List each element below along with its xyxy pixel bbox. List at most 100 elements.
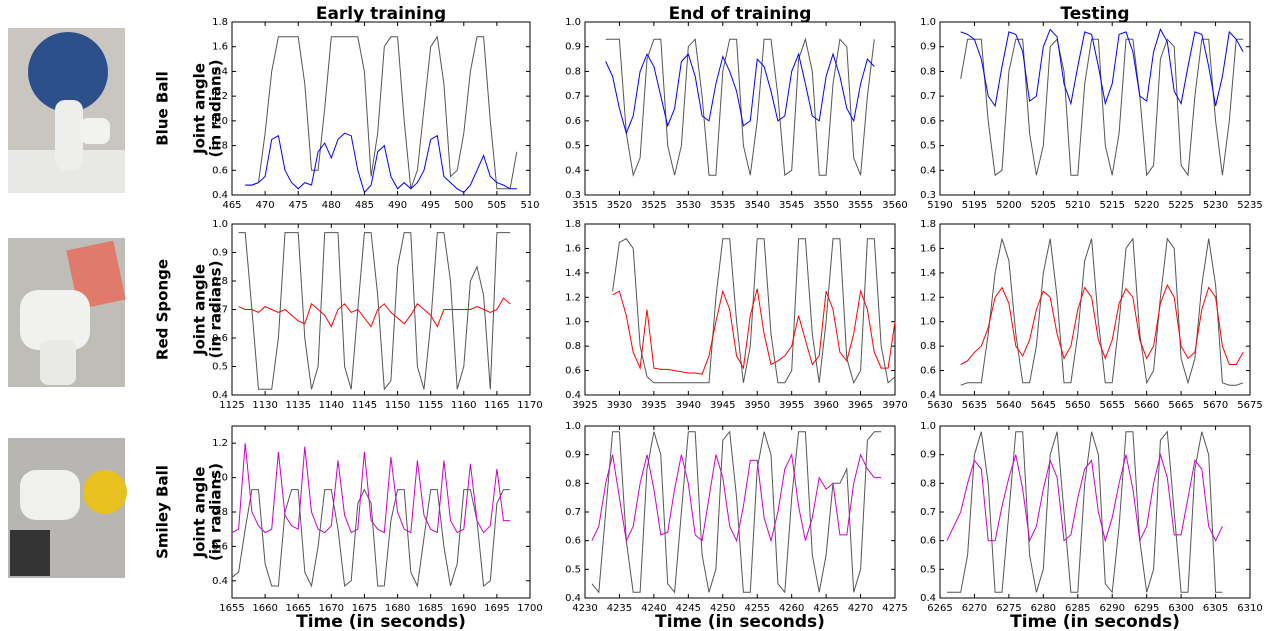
y-tick-label: 0.4 xyxy=(565,390,581,401)
x-tick-label: 4270 xyxy=(848,603,873,614)
x-tick-label: 1160 xyxy=(451,400,476,411)
plot-frame xyxy=(584,425,896,599)
x-tick-label: 4255 xyxy=(744,603,769,614)
y-tick-label: 0.6 xyxy=(920,366,936,377)
y-axis-label: Joint angle xyxy=(191,264,209,356)
x-tick-label: 3520 xyxy=(607,200,632,211)
x-tick-label: 1685 xyxy=(418,603,443,614)
x-tick-label: 1130 xyxy=(252,400,277,411)
x-tick-label: 4235 xyxy=(607,603,632,614)
series-line xyxy=(612,238,896,385)
y-tick-label: 0.7 xyxy=(212,305,228,316)
y-tick-label: 1.0 xyxy=(565,317,581,328)
y-tick-label: 0.4 xyxy=(920,593,936,604)
y-tick-label: 1.0 xyxy=(920,317,936,328)
x-tick-label: 1150 xyxy=(385,400,410,411)
series-line xyxy=(238,232,511,391)
x-tick-label: 3530 xyxy=(676,200,701,211)
x-tick-label: 1695 xyxy=(484,603,509,614)
x-tick-label: 5215 xyxy=(1099,200,1124,211)
x-tick-label: 5635 xyxy=(962,400,987,411)
plot-frame xyxy=(231,425,531,599)
series-line xyxy=(612,288,896,375)
x-tick-label: 3545 xyxy=(779,200,804,211)
y-tick-label: 0.6 xyxy=(212,165,228,176)
y-tick-label: 1.6 xyxy=(212,42,228,53)
x-tick-label: 3535 xyxy=(710,200,735,211)
x-tick-label: 1145 xyxy=(352,400,377,411)
y-tick-label: 0.3 xyxy=(920,190,936,201)
x-tick-label: 5665 xyxy=(1168,400,1193,411)
x-tick-label: 6310 xyxy=(1237,603,1262,614)
x-tick-label: 510 xyxy=(520,200,539,211)
y-tick-label: 0.6 xyxy=(212,333,228,344)
x-tick-label: 5640 xyxy=(996,400,1021,411)
plot-frame xyxy=(584,21,896,196)
y-tick-label: 1.2 xyxy=(212,91,228,102)
x-tick-label: 6290 xyxy=(1099,603,1124,614)
y-tick-label: 1.4 xyxy=(212,66,228,77)
x-tick-label: 480 xyxy=(322,200,341,211)
x-tick-label: 6265 xyxy=(927,603,952,614)
y-axis-label: (in radians) xyxy=(207,261,225,359)
plot-frame xyxy=(939,425,1251,599)
y-tick-label: 0.4 xyxy=(212,390,228,401)
x-tick-label: 1155 xyxy=(418,400,443,411)
x-tick-label: 505 xyxy=(487,200,506,211)
y-tick-label: 1.0 xyxy=(212,219,228,230)
x-tick-label: 3970 xyxy=(882,400,907,411)
x-tick-label: 3560 xyxy=(882,200,907,211)
x-tick-label: 5205 xyxy=(1031,200,1056,211)
y-tick-label: 1.2 xyxy=(212,438,228,449)
x-tick-label: 3945 xyxy=(710,400,735,411)
y-tick-label: 1.8 xyxy=(565,219,581,230)
y-tick-label: 0.4 xyxy=(920,390,936,401)
x-tick-label: 3940 xyxy=(676,400,701,411)
x-tick-label: 3935 xyxy=(641,400,666,411)
x-tick-label: 1690 xyxy=(451,603,476,614)
x-tick-label: 470 xyxy=(256,200,275,211)
x-tick-label: 1665 xyxy=(285,603,310,614)
x-tick-label: 4250 xyxy=(710,603,735,614)
plot-frame xyxy=(231,223,531,396)
y-tick-label: 0.8 xyxy=(565,66,581,77)
x-tick-label: 485 xyxy=(355,200,374,211)
y-tick-label: 1.0 xyxy=(565,17,581,28)
y-tick-label: 1.0 xyxy=(565,421,581,432)
y-tick-label: 0.8 xyxy=(920,66,936,77)
y-tick-label: 0.7 xyxy=(920,507,936,518)
y-tick-label: 1.6 xyxy=(920,243,936,254)
x-tick-label: 3550 xyxy=(813,200,838,211)
x-tick-label: 1700 xyxy=(517,603,542,614)
plot-frame xyxy=(939,21,1251,196)
y-tick-label: 1.0 xyxy=(920,17,936,28)
x-axis-label: Time (in seconds) xyxy=(655,612,825,631)
x-tick-label: 3525 xyxy=(641,200,666,211)
y-tick-label: 0.4 xyxy=(212,190,228,201)
y-tick-label: 0.6 xyxy=(212,541,228,552)
plot-frame xyxy=(584,223,896,396)
x-tick-label: 6305 xyxy=(1203,603,1228,614)
y-tick-label: 0.8 xyxy=(212,507,228,518)
series-line xyxy=(960,38,1244,177)
x-tick-label: 6300 xyxy=(1168,603,1193,614)
y-tick-label: 0.7 xyxy=(920,91,936,102)
photo-blue-ball xyxy=(8,28,125,193)
plot-frame xyxy=(939,223,1251,396)
y-tick-label: 0.6 xyxy=(920,536,936,547)
x-tick-label: 495 xyxy=(421,200,440,211)
x-tick-label: 4260 xyxy=(779,603,804,614)
y-axis-label: Joint angle xyxy=(191,63,209,155)
x-tick-label: 6280 xyxy=(1031,603,1056,614)
x-tick-label: 3960 xyxy=(813,400,838,411)
series-line xyxy=(231,488,511,588)
x-tick-label: 1670 xyxy=(319,603,344,614)
y-tick-label: 0.3 xyxy=(565,190,581,201)
y-tick-label: 0.8 xyxy=(920,341,936,352)
series-line xyxy=(960,28,1244,108)
x-tick-label: 3540 xyxy=(744,200,769,211)
x-tick-label: 3925 xyxy=(572,400,597,411)
x-tick-label: 1675 xyxy=(352,603,377,614)
y-tick-label: 0.7 xyxy=(565,91,581,102)
